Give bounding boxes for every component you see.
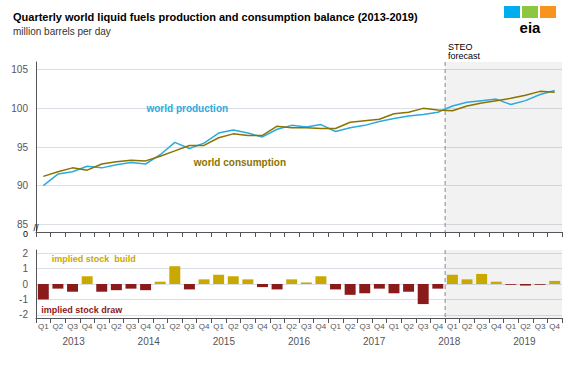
svg-text:2017: 2017 xyxy=(363,336,386,347)
svg-text:Q1: Q1 xyxy=(155,322,166,331)
svg-text:Q3: Q3 xyxy=(301,322,312,331)
svg-text:95: 95 xyxy=(17,142,29,153)
svg-text:Q3: Q3 xyxy=(243,322,254,331)
svg-text:1: 1 xyxy=(22,263,28,274)
svg-text:STEO: STEO xyxy=(448,41,473,52)
svg-text:Q4: Q4 xyxy=(432,322,443,331)
svg-text:Q3: Q3 xyxy=(184,322,195,331)
svg-text:implied stock build: implied stock build xyxy=(52,254,136,264)
svg-text:implied stock draw: implied stock draw xyxy=(41,305,123,315)
svg-text:Q3: Q3 xyxy=(418,322,429,331)
svg-text:2013: 2013 xyxy=(62,336,85,347)
svg-text:Q2: Q2 xyxy=(169,322,180,331)
svg-text:90: 90 xyxy=(17,180,29,191)
svg-text:world consumption: world consumption xyxy=(193,157,286,168)
svg-text:Q4: Q4 xyxy=(491,322,502,331)
svg-text:Q2: Q2 xyxy=(520,322,531,331)
svg-text:-1: -1 xyxy=(19,294,28,305)
svg-text:0: 0 xyxy=(23,229,28,239)
svg-text:Q2: Q2 xyxy=(462,322,473,331)
svg-text:Q1: Q1 xyxy=(213,322,224,331)
svg-text:Q4: Q4 xyxy=(140,322,151,331)
svg-text:2019: 2019 xyxy=(513,336,536,347)
svg-text:Q2: Q2 xyxy=(111,322,122,331)
svg-text:Q2: Q2 xyxy=(228,322,239,331)
svg-text:100: 100 xyxy=(11,103,28,114)
svg-text:Q2: Q2 xyxy=(286,322,297,331)
svg-text:Q1: Q1 xyxy=(272,322,283,331)
svg-text:Q2: Q2 xyxy=(53,322,64,331)
svg-text:Q1: Q1 xyxy=(447,322,458,331)
svg-text:Quarterly world liquid fuels p: Quarterly world liquid fuels production … xyxy=(13,11,418,23)
svg-text:Q1: Q1 xyxy=(38,322,49,331)
svg-text:Q3: Q3 xyxy=(476,322,487,331)
svg-text:0: 0 xyxy=(22,279,28,290)
svg-text:Q4: Q4 xyxy=(257,322,268,331)
svg-text:Q3: Q3 xyxy=(67,322,78,331)
svg-text:Q4: Q4 xyxy=(199,322,210,331)
svg-text:Q3: Q3 xyxy=(126,322,137,331)
svg-text:Q2: Q2 xyxy=(403,322,414,331)
svg-text:2016: 2016 xyxy=(288,336,311,347)
svg-text:-2: -2 xyxy=(19,309,28,320)
svg-text:2015: 2015 xyxy=(213,336,236,347)
svg-text:forecast: forecast xyxy=(448,51,481,61)
svg-text:million barrels per day: million barrels per day xyxy=(13,26,111,37)
svg-text:Q2: Q2 xyxy=(345,322,356,331)
svg-text:2: 2 xyxy=(22,248,28,259)
svg-text:Q3: Q3 xyxy=(535,322,546,331)
svg-text:Q3: Q3 xyxy=(359,322,370,331)
svg-text:Q1: Q1 xyxy=(96,322,107,331)
svg-text:Q4: Q4 xyxy=(316,322,327,331)
svg-text:Q1: Q1 xyxy=(330,322,341,331)
svg-text://: // xyxy=(33,223,39,233)
svg-text:Q1: Q1 xyxy=(389,322,400,331)
svg-text:Q4: Q4 xyxy=(549,322,560,331)
svg-text:Q4: Q4 xyxy=(374,322,385,331)
svg-text:Q1: Q1 xyxy=(506,322,517,331)
svg-text:2014: 2014 xyxy=(138,336,161,347)
svg-text:85: 85 xyxy=(16,218,28,230)
svg-text:105: 105 xyxy=(11,64,28,75)
svg-text:Q4: Q4 xyxy=(82,322,93,331)
svg-text:world production: world production xyxy=(145,103,228,114)
svg-text:eia: eia xyxy=(520,19,542,36)
svg-text:2018: 2018 xyxy=(438,336,461,347)
